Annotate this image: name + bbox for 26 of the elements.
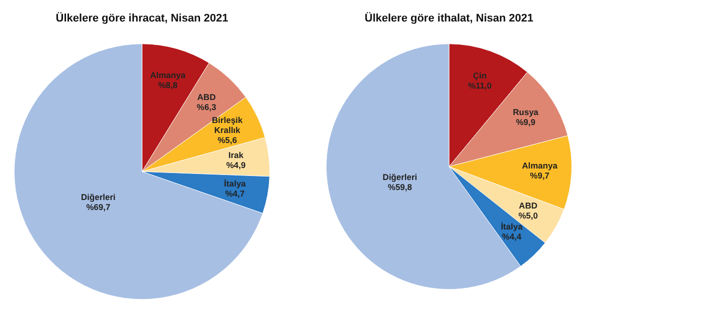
slice-label: Diğerleri	[81, 192, 116, 202]
chart-title: Ülkelere göre ihracat, Nisan 2021	[56, 12, 228, 25]
slice-label: Almanya	[150, 70, 186, 80]
slice-label: İtalya	[224, 178, 246, 188]
slice-label: ABD	[518, 200, 538, 211]
data-label: %4,4	[502, 232, 522, 242]
slice-label: Birleşik Krallık	[212, 115, 243, 136]
data-label: %8,8	[158, 80, 178, 90]
data-label: %5,0	[518, 210, 538, 221]
data-label: %5,6	[218, 135, 238, 146]
data-label: %4,9	[226, 160, 246, 170]
data-label: %4,7	[225, 188, 245, 198]
data-label: %6,3	[196, 102, 216, 112]
slice-label: ABD	[197, 92, 216, 102]
slice-label: Diğerleri	[382, 172, 418, 182]
slice-label: Almanya	[522, 160, 558, 171]
data-label: %69,7	[86, 202, 111, 212]
slice-label: Çin	[472, 70, 487, 80]
slice-label: İtalya	[500, 222, 523, 232]
slice-label: Rusya	[512, 107, 539, 118]
data-label: %59,8	[388, 182, 412, 192]
slice-label: Irak	[228, 150, 244, 160]
data-label: %11,0	[468, 80, 492, 90]
data-label: %9,7	[530, 170, 550, 181]
data-label: %9,9	[516, 117, 536, 128]
chart-title: Ülkelere göre ithalat, Nisan 2021	[364, 12, 534, 25]
